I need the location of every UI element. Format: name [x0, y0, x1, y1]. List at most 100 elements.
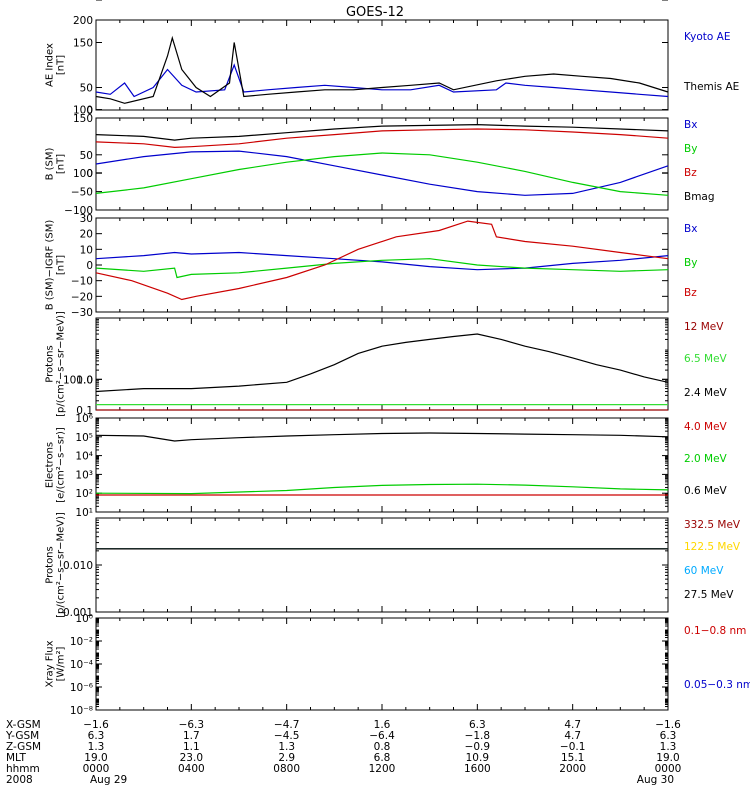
ephemeris-row-label: MLT	[6, 752, 26, 764]
ephemeris-value: 15.1	[561, 752, 584, 764]
legend-entry: 0.05−0.3 nm	[684, 679, 750, 691]
y-axis-label: Xray Flux[W/m²]	[45, 640, 67, 687]
panel-frame	[95, 217, 669, 313]
series-line	[95, 483, 669, 495]
y-tick-label: 50	[80, 150, 93, 162]
legend-entry: 0.6 MeV	[684, 485, 728, 497]
ephemeris-value: 1.3	[88, 741, 105, 753]
y-tick-label: 10⁴	[75, 451, 93, 463]
y-tick-label: −100	[64, 205, 93, 217]
ephemeris-value: −1.6	[83, 719, 109, 731]
ephemeris-row-label: hhmm	[6, 763, 40, 775]
y-tick-label: 10⁻⁴	[70, 659, 93, 671]
ephemeris-value: 2000	[559, 763, 586, 775]
legend-entry: By	[684, 143, 697, 155]
panel-frame	[95, 317, 669, 411]
legend-entry: 12 MeV	[684, 321, 724, 333]
y-tick-label: 1.0	[76, 374, 93, 386]
ephemeris-value: 0.8	[374, 741, 391, 753]
legend-entry: 2.0 MeV	[684, 453, 728, 465]
y-tick-label: 0	[86, 168, 93, 180]
y-tick-label: 50	[80, 83, 93, 95]
series-line	[95, 251, 669, 271]
y-axis-label: B (SM)[nT]	[45, 147, 67, 180]
legend-entry: 2.4 MeV	[684, 387, 728, 399]
ephemeris-value: −0.1	[560, 741, 586, 753]
ephemeris-value: 1.1	[183, 741, 200, 753]
y-tick-label: 0	[86, 260, 93, 272]
y-tick-label: 100	[73, 168, 93, 180]
y-axis-label: Protons[p/(cm²−s−sr−MeV)]	[45, 311, 67, 417]
ephemeris-value: 4.7	[564, 730, 581, 742]
y-tick-label: 0.010	[63, 560, 93, 572]
ephemeris-value: −1.6	[655, 719, 681, 731]
panel-frame	[95, 117, 669, 211]
y-tick-label: 100	[73, 105, 93, 117]
ephemeris-value: −4.5	[274, 730, 300, 742]
y-tick-label: 10⁻²	[70, 636, 93, 648]
ephemeris-value: 0800	[273, 763, 300, 775]
y-tick-label: 100.0	[63, 374, 93, 386]
ephemeris-value: 1.3	[660, 741, 677, 753]
legend-entry: Themis AE	[683, 81, 739, 93]
ephemeris-value: −6.3	[179, 719, 205, 731]
panel-frame	[95, 417, 669, 513]
ephemeris-value: 1.6	[374, 719, 391, 731]
ephemeris-value: 10.9	[466, 752, 489, 764]
legend-entry: 4.0 MeV	[684, 421, 728, 433]
ephemeris-value: 0000	[655, 763, 682, 775]
ephemeris-value: 23.0	[180, 752, 203, 764]
ephemeris-value: 6.3	[88, 730, 105, 742]
series-line	[95, 152, 669, 196]
y-tick-label: 150	[73, 38, 93, 50]
ephemeris-row-label: Z-GSM	[6, 741, 41, 753]
ephemeris-row-label: X-GSM	[6, 719, 41, 731]
y-tick-label: 0	[86, 105, 93, 117]
y-axis-label: Electrons[e/(cm²−s−sr)]	[45, 427, 67, 503]
legend-entry: By	[684, 257, 697, 269]
ephemeris-row-label: 2008	[6, 774, 33, 786]
series-line	[95, 35, 669, 104]
series-line	[95, 258, 669, 279]
y-tick-label: 10⁻⁸	[70, 705, 93, 717]
series-line	[95, 150, 669, 196]
ephemeris-value: 19.0	[656, 752, 679, 764]
y-tick-label: −10	[71, 276, 93, 288]
y-tick-label: 200	[73, 15, 93, 27]
ephemeris-value: −1.8	[465, 730, 491, 742]
legend-entry: 60 MeV	[684, 565, 724, 577]
ephemeris-value: Aug 29	[90, 774, 127, 786]
y-tick-label: 10⁵	[75, 432, 93, 444]
ephemeris-value: 19.0	[84, 752, 107, 764]
y-tick-label: 10³	[75, 469, 93, 481]
legend-entry: Bx	[684, 119, 697, 131]
series-line	[95, 333, 669, 393]
y-axis-label: B (SM)−IGRF (SM)[nT]	[45, 220, 67, 311]
ephemeris-value: Aug 30	[637, 774, 674, 786]
y-tick-label: 10²	[75, 488, 93, 500]
y-tick-label: −30	[71, 307, 93, 319]
panel-frame	[95, 19, 669, 111]
series-line	[95, 432, 669, 442]
series-line	[95, 123, 669, 141]
ephemeris-value: 1.7	[183, 730, 200, 742]
ephemeris-value: 1200	[369, 763, 396, 775]
ephemeris-value: 6.8	[374, 752, 391, 764]
y-tick-label: 10.0	[70, 0, 93, 3]
y-tick-label: 10⁰	[75, 613, 93, 625]
y-tick-label: 20	[80, 229, 93, 241]
ephemeris-value: 6.3	[660, 730, 677, 742]
y-tick-label: −20	[71, 291, 93, 303]
y-axis-label: Protons[p/(cm²−s−sr−MeV)]	[45, 512, 67, 618]
y-tick-label: 30	[80, 213, 93, 225]
y-tick-label: 10	[80, 244, 93, 256]
ephemeris-value: −0.9	[465, 741, 491, 753]
legend-entry: 0.1−0.8 nm	[684, 625, 746, 637]
ephemeris-row-label: Y-GSM	[5, 730, 39, 742]
y-tick-label: 0.001	[63, 607, 93, 619]
y-axis-label: AE Index[nT]	[45, 43, 67, 87]
ephemeris-value: 0400	[178, 763, 205, 775]
y-tick-label: 10¹	[75, 507, 93, 519]
